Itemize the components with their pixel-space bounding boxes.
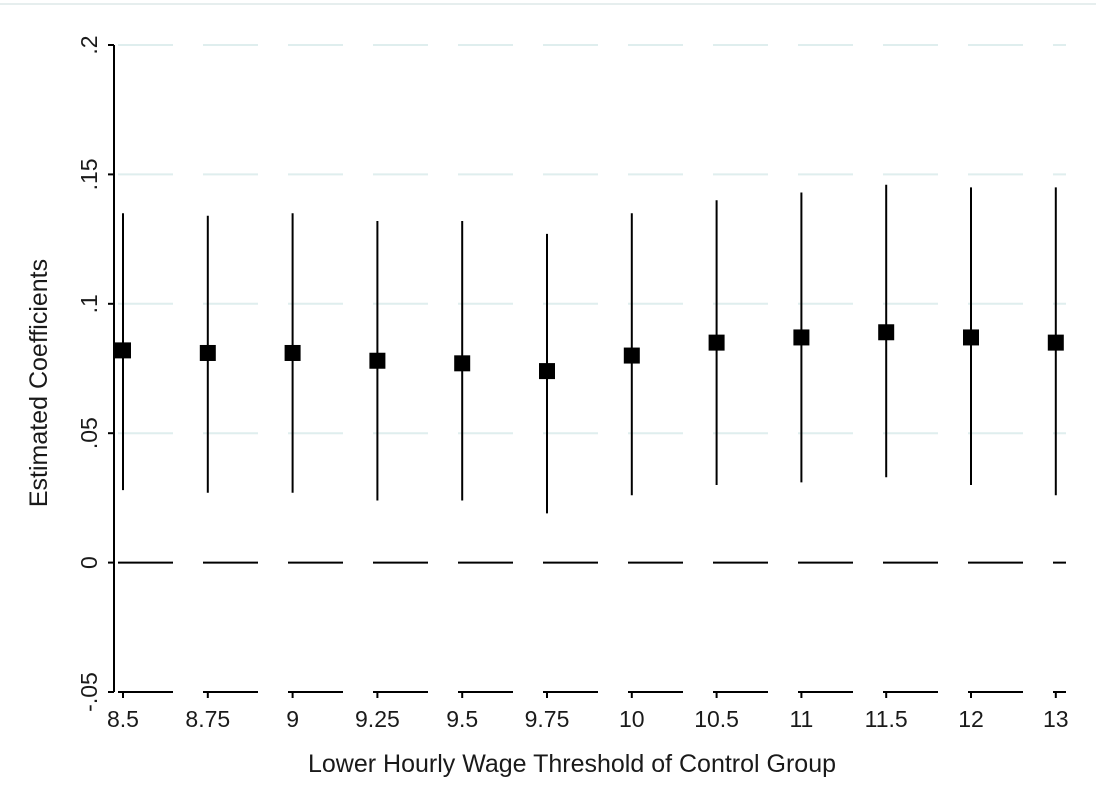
- y-tick-label: .15: [76, 158, 102, 190]
- x-tick-label: 8.75: [185, 706, 230, 732]
- y-tick-label: -.05: [76, 672, 102, 712]
- x-tick-label: 10.5: [694, 706, 739, 732]
- y-tick-label: .05: [76, 417, 102, 449]
- data-point: [369, 352, 386, 369]
- data-point: [623, 347, 640, 364]
- x-tick-label: 11.5: [865, 706, 908, 732]
- data-point: [284, 344, 301, 361]
- gridlines: [118, 44, 1066, 435]
- x-tick-label: 9.5: [446, 706, 478, 732]
- data-point: [878, 324, 895, 341]
- confidence-intervals: [122, 184, 1057, 514]
- y-axis: [108, 44, 115, 693]
- data-point: [115, 342, 131, 359]
- x-tick-label: 9.75: [525, 706, 570, 732]
- data-point: [454, 355, 471, 372]
- coefficient-points: [115, 324, 1064, 380]
- reference-lines: [118, 561, 1066, 693]
- data-point: [963, 329, 979, 346]
- x-tick-label: 11: [789, 706, 813, 732]
- x-tick-label: 9.25: [355, 706, 400, 732]
- y-tick-labels: -.05 0 .05 .1 .15 .2: [76, 35, 102, 711]
- data-point: [793, 329, 810, 346]
- x-axis-label: Lower Hourly Wage Threshold of Control G…: [308, 750, 836, 778]
- y-tick-label: 0: [76, 556, 102, 569]
- y-tick-label: .2: [76, 35, 102, 54]
- data-point: [199, 344, 216, 361]
- x-tick-label: 9: [286, 706, 299, 732]
- x-tick-label: 12: [958, 706, 984, 732]
- x-tick-label: 10: [619, 706, 645, 732]
- x-tick-label: 8.5: [107, 706, 139, 732]
- x-tick-label: 13: [1043, 706, 1069, 732]
- y-axis-label: Estimated Coefficients: [25, 259, 53, 507]
- data-point: [539, 363, 555, 380]
- y-tick-label: .1: [76, 294, 102, 313]
- data-point: [1047, 334, 1064, 351]
- x-tick-labels: 8.5 8.75 9 9.25 9.5 9.75 10 10.5 11 11.5 12 13: [107, 692, 1069, 732]
- data-point: [708, 334, 725, 351]
